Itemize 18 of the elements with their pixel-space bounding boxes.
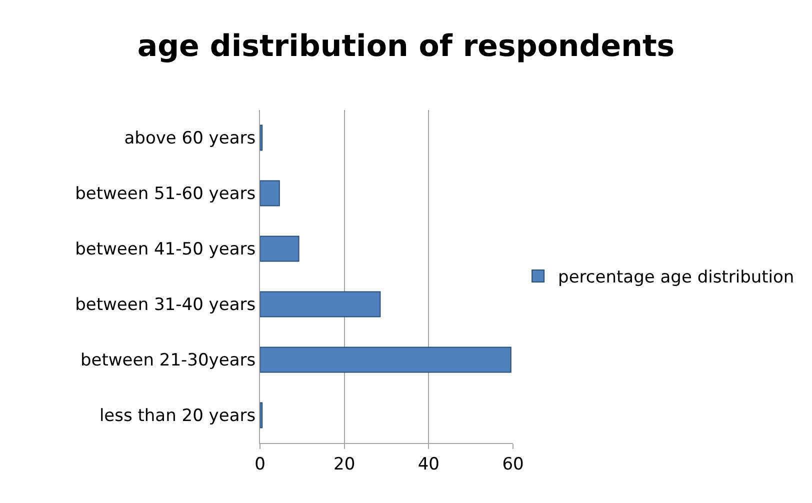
bar [260, 124, 263, 151]
y-tick-label: between 51-60 years [75, 184, 256, 204]
x-tick-label: 40 [418, 454, 440, 474]
chart-title: age distribution of respondents [137, 29, 675, 64]
bar [260, 180, 280, 206]
x-tick-label: 20 [334, 454, 356, 474]
bar [260, 236, 300, 262]
y-tick-label: between 31-40 years [75, 295, 256, 316]
x-tick-label: 0 [254, 454, 266, 474]
y-tick-label: between 21-30years [80, 350, 256, 371]
bar [260, 402, 263, 428]
x-tick-label: 60 [502, 454, 524, 474]
y-tick-label: above 60 years [124, 128, 256, 149]
bar [260, 291, 381, 318]
bar [260, 346, 512, 373]
y-tick-label: less than 20 years [99, 406, 256, 426]
legend-label: percentage age distribution [558, 268, 794, 288]
y-tick-label: between 41-50 years [75, 240, 256, 260]
